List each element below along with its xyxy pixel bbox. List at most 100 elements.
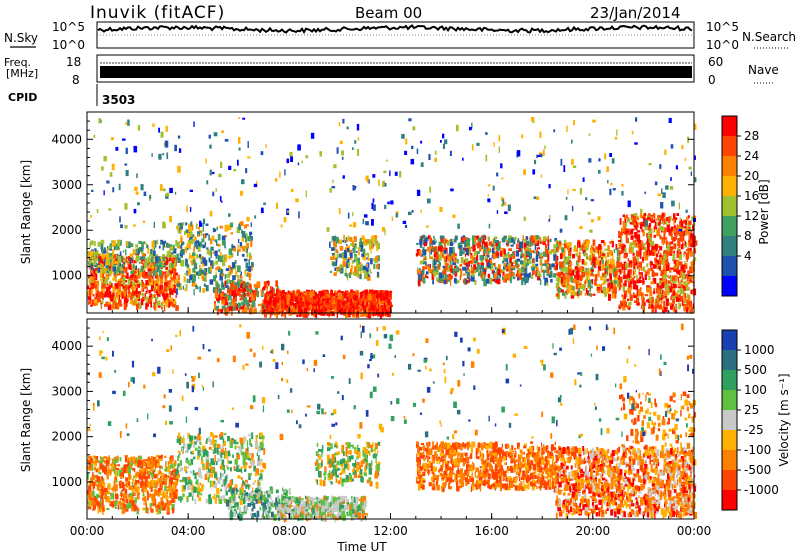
heatmap-cell [399, 171, 402, 178]
heatmap-cell [213, 307, 218, 311]
heatmap-cell [371, 235, 375, 243]
heatmap-cell [183, 276, 186, 283]
heatmap-cell [642, 297, 645, 302]
heatmap-cell [369, 271, 372, 274]
heatmap-cell [503, 263, 506, 267]
heatmap-cell [158, 269, 162, 277]
heatmap-cell [402, 220, 407, 224]
heatmap-cell [607, 179, 609, 184]
heatmap-cell [221, 286, 225, 290]
heatmap-cell [455, 235, 458, 241]
heatmap-cell [644, 226, 648, 231]
noise-left-label: N.Sky [4, 31, 38, 45]
heatmap-cell [195, 271, 199, 276]
heatmap-cell [442, 143, 445, 149]
heatmap-cell [250, 222, 252, 227]
heatmap-cell [204, 275, 207, 282]
heatmap-cell [132, 300, 136, 306]
heatmap-cell [186, 278, 189, 284]
heatmap-cell [389, 296, 392, 300]
heatmap-cell [663, 254, 667, 260]
heatmap-cell [133, 224, 136, 227]
heatmap-cell [604, 248, 608, 251]
heatmap-cell [353, 236, 357, 242]
heatmap-cell [299, 297, 301, 304]
heatmap-cell [475, 267, 477, 273]
heatmap-cell [137, 268, 140, 273]
heatmap-cell [484, 246, 487, 254]
heatmap-cell [579, 226, 583, 229]
heatmap-cell [240, 288, 243, 293]
heatmap-cell [129, 282, 132, 287]
heatmap-cell [90, 282, 94, 290]
heatmap-cell [126, 464, 130, 467]
heatmap-cell [638, 279, 642, 283]
heatmap-cell [641, 292, 644, 300]
heatmap-cell [301, 293, 304, 298]
heatmap-cell [199, 264, 201, 268]
heatmap-cell [517, 276, 520, 281]
heatmap-cell [676, 229, 679, 235]
heatmap-cell [99, 463, 103, 468]
heatmap-cell [200, 260, 204, 265]
heatmap-cell [141, 299, 144, 306]
heatmap-cell [149, 198, 151, 201]
heatmap-cell [359, 265, 362, 272]
heatmap-cell [130, 292, 134, 297]
heatmap-cell [434, 266, 439, 273]
heatmap-cell [172, 254, 177, 258]
freq-label-2: [MHz] [6, 67, 38, 80]
heatmap-cell [387, 309, 389, 313]
heatmap-cell [144, 276, 148, 279]
heatmap-cell [194, 243, 196, 248]
colorbar-tick-label: 24 [744, 149, 759, 163]
heatmap-cell [423, 249, 427, 256]
heatmap-cell [219, 273, 222, 276]
heatmap-cell [652, 264, 657, 269]
heatmap-cell [508, 265, 511, 272]
heatmap-cell [681, 273, 686, 280]
heatmap-cell [215, 283, 218, 288]
heatmap-cell [138, 247, 143, 252]
heatmap-cell [345, 311, 349, 318]
heatmap-cell [334, 267, 337, 271]
heatmap-cell [655, 253, 659, 258]
heatmap-cell [194, 262, 197, 268]
heatmap-cell [338, 300, 342, 303]
heatmap-cell [307, 304, 310, 311]
heatmap-cell [636, 230, 641, 233]
heatmap-cell [144, 262, 146, 270]
heatmap-cell [301, 160, 303, 164]
heatmap-cell [166, 152, 169, 160]
heatmap-cell [246, 305, 250, 310]
heatmap-cell [425, 242, 428, 246]
heatmap-cell [605, 269, 608, 272]
heatmap-cell [365, 297, 368, 304]
heatmap-cell [113, 276, 115, 281]
heatmap-cell [221, 298, 224, 303]
heatmap-cell [142, 220, 146, 223]
freq-tick-top-left: 18 [66, 55, 81, 69]
heatmap-cell [539, 279, 542, 286]
heatmap-cell [578, 288, 580, 295]
heatmap-cell [423, 243, 426, 247]
heatmap-cell [245, 224, 249, 227]
heatmap-cell [109, 297, 111, 301]
heatmap-cell [215, 271, 217, 278]
heatmap-cell [109, 262, 113, 268]
heatmap-cell [345, 247, 349, 252]
heatmap-cell [395, 213, 399, 218]
heatmap-cell [221, 240, 226, 246]
heatmap-cell [602, 281, 606, 286]
heatmap-cell [680, 238, 683, 242]
heatmap-cell [139, 256, 143, 260]
heatmap-cell [685, 287, 690, 291]
heatmap-cell [571, 286, 575, 291]
heatmap-cell [473, 264, 477, 270]
heatmap-cell [361, 241, 364, 248]
heatmap-cell [404, 150, 408, 155]
heatmap-cell [157, 256, 162, 262]
heatmap-cell [377, 301, 379, 305]
heatmap-cell [454, 277, 457, 284]
